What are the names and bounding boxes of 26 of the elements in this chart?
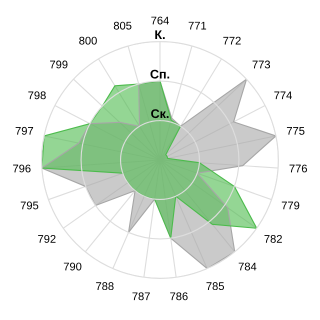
spoke-label: 775 [286,127,304,135]
spoke-label: 771 [188,22,206,30]
spoke-label: 776 [290,164,307,172]
y-tick-label: Ск. [151,109,169,118]
spoke-label: 798 [28,91,46,100]
spoke-label: 784 [238,262,256,270]
spoke-label: 786 [170,292,188,300]
spoke-label: 799 [50,60,68,68]
spoke-label: 785 [206,282,224,290]
spoke-label: 773 [252,60,270,68]
y-tick-label: К. [155,30,165,40]
spoke-label: 805 [114,22,132,30]
spoke-label: 782 [264,235,282,243]
spoke-label: 797 [16,126,34,135]
spoke-label: 796 [13,164,31,172]
spoke-label: 787 [132,292,150,300]
spoke-label: 779 [282,202,300,210]
spoke-label: 788 [96,282,114,290]
spoke-label: 800 [79,36,97,45]
spoke-label: 790 [64,262,82,270]
spoke-label: 795 [20,202,38,210]
spoke-label: 764 [151,16,169,24]
spoke-label: 774 [274,91,292,100]
spoke-label: 772 [223,36,241,45]
y-tick-label: Сп. [150,70,170,79]
spoke-label: 792 [38,235,56,243]
